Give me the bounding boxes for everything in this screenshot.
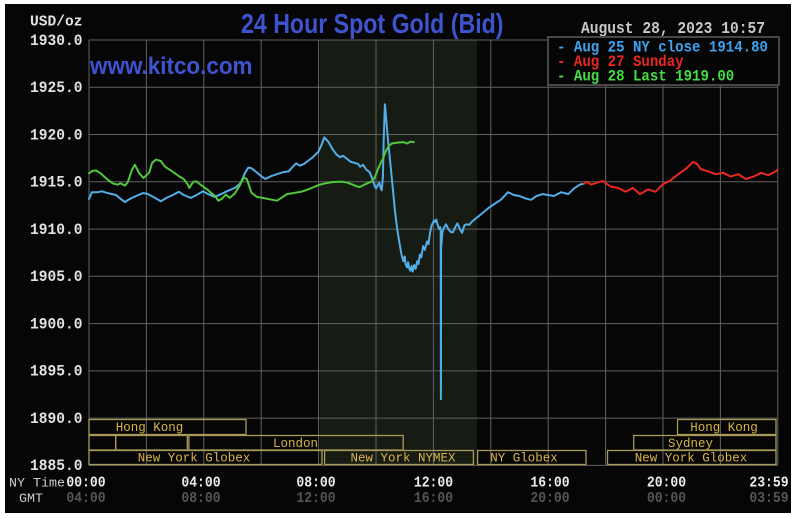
- svg-text:1905.0: 1905.0: [30, 268, 83, 286]
- svg-text:NY Globex: NY Globex: [490, 452, 558, 466]
- svg-text:August 28, 2023 10:57: August 28, 2023 10:57: [581, 19, 765, 38]
- svg-text:GMT: GMT: [19, 491, 43, 506]
- svg-text:00:00: 00:00: [647, 491, 686, 507]
- svg-text:Hong Kong: Hong Kong: [690, 421, 758, 435]
- svg-text:08:00: 08:00: [181, 491, 220, 507]
- svg-text:08:00: 08:00: [296, 476, 335, 492]
- svg-text:New York Globex: New York Globex: [138, 452, 251, 466]
- svg-text:24 Hour Spot Gold (Bid): 24 Hour Spot Gold (Bid): [241, 8, 504, 39]
- svg-text:20:00: 20:00: [647, 476, 686, 492]
- svg-text:1915.0: 1915.0: [30, 174, 83, 192]
- svg-text:04:00: 04:00: [181, 476, 220, 492]
- svg-text:Hong Kong: Hong Kong: [116, 421, 184, 435]
- svg-text:20:00: 20:00: [530, 491, 569, 507]
- svg-text:- Aug 27 Sunday: - Aug 27 Sunday: [557, 53, 684, 71]
- svg-text:New York NYMEX: New York NYMEX: [350, 452, 456, 466]
- svg-text:23:59: 23:59: [749, 476, 788, 492]
- svg-text:12:00: 12:00: [296, 491, 335, 507]
- svg-text:1930.0: 1930.0: [30, 32, 83, 50]
- svg-text:1925.0: 1925.0: [30, 79, 83, 97]
- svg-text:USD/oz: USD/oz: [30, 14, 83, 31]
- svg-text:www.kitco.com: www.kitco.com: [89, 53, 252, 80]
- svg-text:00:00: 00:00: [66, 476, 105, 492]
- svg-text:- Aug 25 NY close 1914.80: - Aug 25 NY close 1914.80: [557, 39, 768, 57]
- svg-text:04:00: 04:00: [66, 491, 105, 507]
- svg-text:1890.0: 1890.0: [30, 410, 83, 428]
- svg-text:16:00: 16:00: [530, 476, 569, 492]
- svg-text:12:00: 12:00: [414, 476, 453, 492]
- svg-text:1900.0: 1900.0: [30, 315, 83, 333]
- svg-text:1885.0: 1885.0: [30, 457, 83, 475]
- svg-text:New York Globex: New York Globex: [635, 452, 748, 466]
- svg-text:- Aug 28 Last 1919.00: - Aug 28 Last 1919.00: [557, 68, 734, 86]
- svg-text:1895.0: 1895.0: [30, 363, 83, 381]
- svg-text:1910.0: 1910.0: [30, 221, 83, 239]
- svg-text:1920.0: 1920.0: [30, 126, 83, 144]
- svg-text:Sydney: Sydney: [668, 437, 714, 451]
- svg-text:NY Time: NY Time: [9, 476, 65, 491]
- svg-text:16:00: 16:00: [414, 491, 453, 507]
- svg-text:London: London: [273, 437, 318, 451]
- svg-text:03:59: 03:59: [749, 491, 788, 507]
